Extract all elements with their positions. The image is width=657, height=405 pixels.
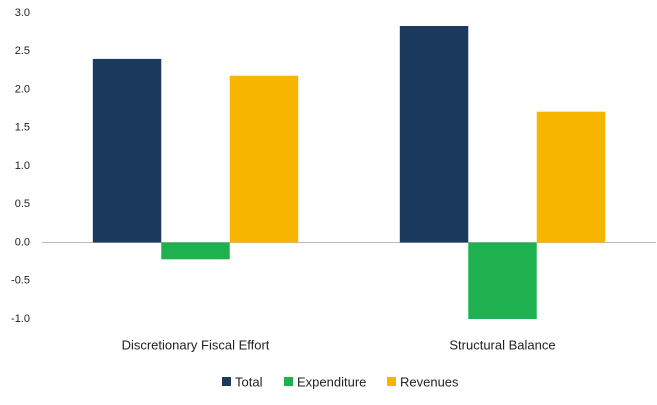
x-tick-label: Structural Balance	[449, 337, 555, 352]
y-tick-label: -0.5	[11, 275, 30, 287]
y-tick-label: 3.0	[15, 7, 30, 19]
bar	[468, 242, 537, 319]
legend-swatch	[222, 377, 231, 386]
legend-label: Revenues	[400, 374, 459, 389]
y-tick-label: 0.5	[15, 198, 30, 210]
y-tick-label: -1.0	[11, 313, 30, 325]
y-tick-label: 2.0	[15, 83, 30, 95]
bar	[536, 111, 606, 243]
y-tick-label: 1.5	[15, 122, 30, 134]
legend-swatch	[284, 377, 293, 386]
bar	[92, 58, 162, 243]
x-tick-label: Discretionary Fiscal Effort	[122, 337, 270, 352]
y-tick-label: 1.0	[15, 160, 30, 172]
bar	[399, 26, 469, 243]
y-tick-label: 0.0	[15, 236, 30, 248]
bar	[161, 242, 230, 260]
y-tick-label: 2.5	[15, 45, 30, 57]
legend-swatch	[387, 377, 396, 386]
legend-label: Total	[235, 374, 263, 389]
legend-label: Expenditure	[297, 374, 366, 389]
bar	[229, 75, 299, 243]
